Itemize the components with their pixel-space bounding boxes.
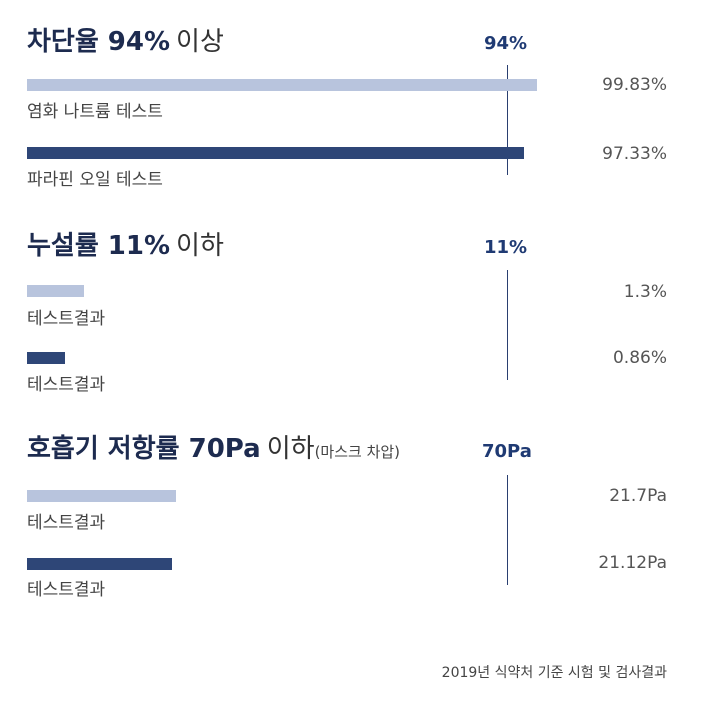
- title-bold: 호흡기 저항률 70Pa: [27, 434, 261, 464]
- bar: [27, 79, 537, 91]
- title-bold: 누설률 11%: [27, 231, 171, 261]
- category-label: 테스트결과: [27, 309, 106, 329]
- value-label: 97.33%: [602, 144, 667, 164]
- bar: [27, 147, 524, 159]
- category-label: 테스트결과: [27, 513, 106, 533]
- value-label: 99.83%: [602, 75, 667, 95]
- value-label: 21.12Pa: [598, 553, 667, 573]
- category-label: 테스트결과: [27, 580, 106, 600]
- title-light: 이하: [176, 231, 224, 261]
- value-label: 1.3%: [623, 282, 667, 302]
- bar: [27, 352, 65, 364]
- threshold-label: 94%: [484, 33, 528, 54]
- category-label: 테스트결과: [27, 375, 106, 395]
- value-label: 21.7Pa: [609, 486, 667, 506]
- threshold-label: 11%: [484, 237, 528, 258]
- chart-title: 호흡기 저항률 70Pa 이하(마스크 차압): [27, 436, 400, 462]
- footnote: 2019년 식약처 기준 시험 및 검사결과: [441, 665, 667, 681]
- title-light: 이상: [176, 27, 224, 57]
- title-bold: 차단율 94%: [27, 27, 171, 57]
- category-label: 파라핀 오일 테스트: [27, 170, 163, 190]
- threshold-label: 70Pa: [482, 441, 532, 462]
- threshold-line: [507, 270, 508, 380]
- threshold-line: [507, 65, 508, 175]
- chart-title: 누설률 11% 이하: [27, 233, 224, 259]
- value-label: 0.86%: [612, 348, 667, 368]
- chart-title: 차단율 94% 이상: [27, 29, 224, 55]
- title-small: (마스크 차압): [314, 443, 401, 461]
- bar: [27, 558, 172, 570]
- category-label: 염화 나트륨 테스트: [27, 102, 163, 122]
- bar: [27, 285, 84, 297]
- threshold-line: [507, 475, 508, 585]
- bar: [27, 490, 176, 502]
- title-light: 이하: [266, 434, 315, 464]
